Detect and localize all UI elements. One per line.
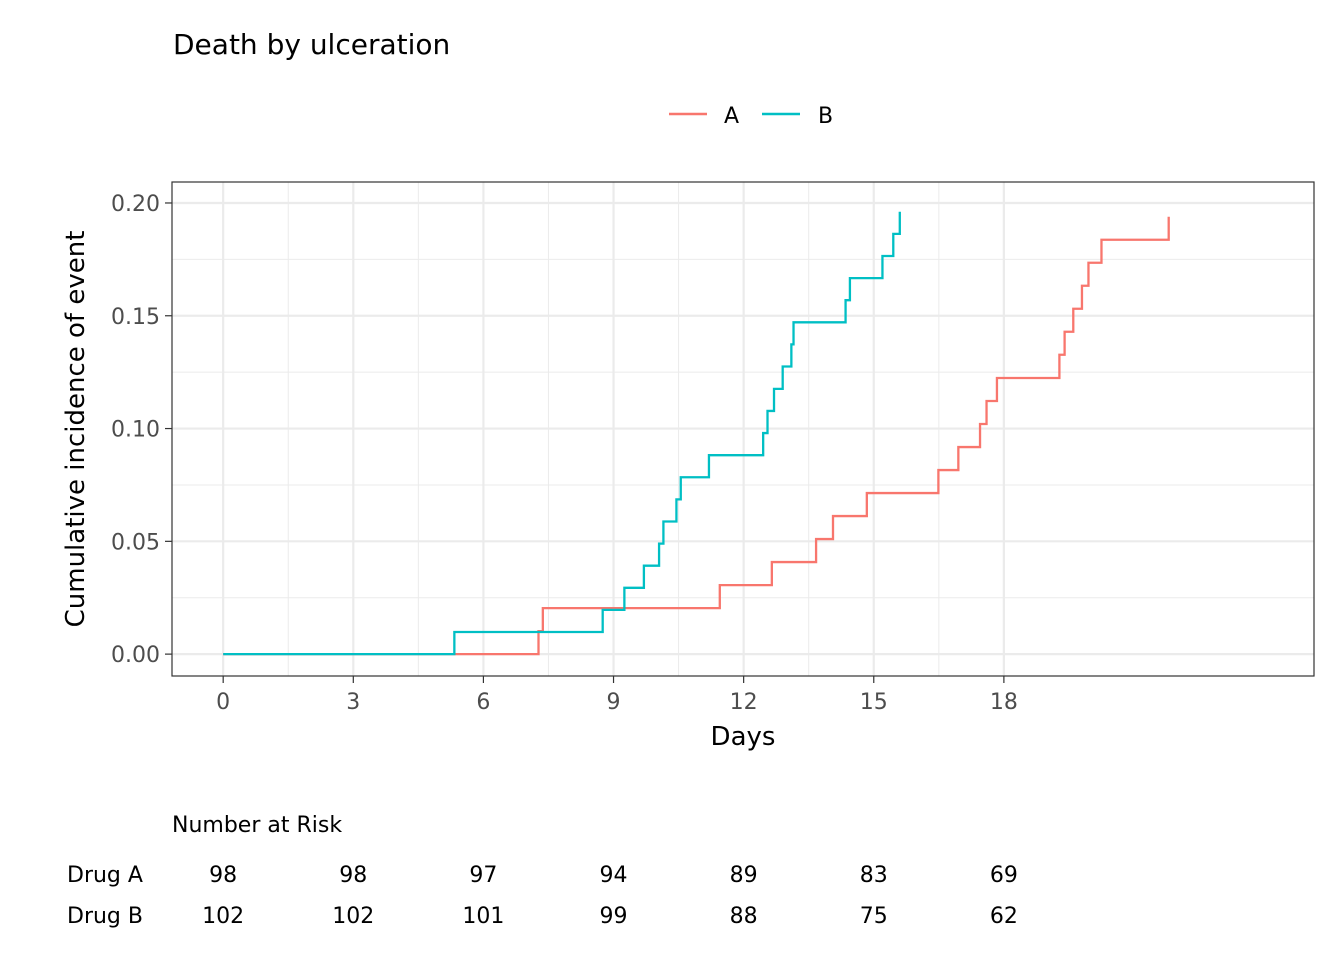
legend: A B xyxy=(669,104,833,129)
risk-table-title: Number at Risk xyxy=(172,813,342,838)
x-tick-label: 12 xyxy=(730,690,758,715)
x-tick-label: 3 xyxy=(346,690,360,715)
risk-count: 101 xyxy=(462,904,504,929)
risk-count: 97 xyxy=(469,863,497,888)
risk-count: 75 xyxy=(860,904,888,929)
y-tick-label: 0.20 xyxy=(111,192,160,217)
risk-count: 83 xyxy=(860,863,888,888)
legend-label-a: A xyxy=(724,104,739,129)
risk-count: 102 xyxy=(332,904,374,929)
x-tick-label: 0 xyxy=(216,690,230,715)
risk-count: 99 xyxy=(600,904,628,929)
series-line-a xyxy=(223,216,1170,656)
chart-title: Death by ulceration xyxy=(173,28,450,61)
x-tick-label: 18 xyxy=(990,690,1018,715)
series-line-b xyxy=(223,211,901,656)
x-tick-label: 15 xyxy=(860,690,888,715)
y-tick-label: 0.15 xyxy=(111,305,160,330)
risk-count: 89 xyxy=(730,863,758,888)
x-axis: 0 3 6 9 12 15 18 xyxy=(216,676,1018,715)
risk-table: Drug A 98 98 97 94 89 83 69 Drug B 102 102 101 99 88 7… xyxy=(67,863,1018,929)
risk-row-label: Drug A xyxy=(67,863,143,888)
risk-count: 62 xyxy=(990,904,1018,929)
risk-row-label: Drug B xyxy=(67,904,143,929)
risk-count: 98 xyxy=(209,863,237,888)
legend-label-b: B xyxy=(818,104,833,129)
series-layer xyxy=(223,211,1170,656)
y-tick-label: 0.05 xyxy=(111,530,160,555)
y-axis: 0.00 0.05 0.10 0.15 0.20 xyxy=(111,192,172,668)
risk-count: 69 xyxy=(990,863,1018,888)
y-axis-label: Cumulative incidence of event xyxy=(61,231,91,628)
risk-count: 88 xyxy=(730,904,758,929)
risk-count: 102 xyxy=(202,904,244,929)
y-tick-label: 0.00 xyxy=(111,643,160,668)
y-tick-label: 0.10 xyxy=(111,418,160,443)
x-tick-label: 9 xyxy=(607,690,621,715)
x-axis-label: Days xyxy=(711,722,776,752)
grid xyxy=(172,182,1314,676)
risk-count: 94 xyxy=(600,863,628,888)
x-tick-label: 6 xyxy=(476,690,490,715)
risk-count: 98 xyxy=(339,863,367,888)
